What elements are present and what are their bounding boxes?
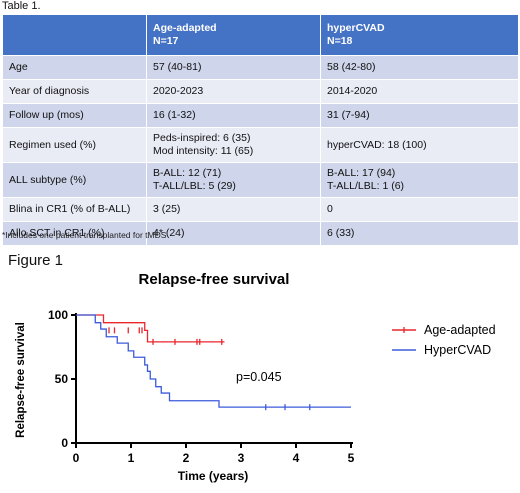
x-tick-label: 2 (183, 451, 190, 465)
legend-label: Age-adapted (424, 323, 496, 337)
y-tick-label: 0 (61, 436, 68, 450)
cell-hypercvad: B-ALL: 17 (94) T-ALL/LBL: 1 (6) (320, 162, 519, 198)
series-line-hypercvad (76, 314, 351, 408)
table-row: Allo SCT in CR1 (%) 4* (24) 6 (33) (2, 221, 519, 246)
chart-title: Relapse-free survival (139, 271, 290, 288)
row-label: Follow up (mos) (2, 103, 147, 128)
header-count: N=17 (153, 35, 179, 47)
y-axis-label: Relapse-free survival (15, 322, 27, 438)
cell-hypercvad: hyperCVAD: 18 (100) (320, 127, 519, 163)
cell-hypercvad: 2014-2020 (320, 79, 519, 104)
cell-hypercvad: 0 (320, 197, 519, 222)
y-tick-label: 50 (55, 372, 69, 386)
x-tick-label: 0 (73, 451, 80, 465)
table-caption: Table 1. (2, 0, 41, 12)
header-name: hyperCVAD (327, 22, 385, 34)
row-label: Age (2, 55, 147, 80)
table-header-row: Age-adapted N=17 hyperCVAD N=18 (2, 14, 519, 56)
chart-legend: Age-adapted HyperCVAD (392, 323, 496, 357)
cell-age-adapted: 2020-2023 (146, 79, 321, 104)
results-table: Age-adapted N=17 hyperCVAD N=18 Age 57 (… (2, 14, 519, 246)
cell-hypercvad: 58 (42-80) (320, 55, 519, 80)
row-label: Year of diagnosis (2, 79, 147, 104)
cell-line: Peds-inspired: 6 (35) (153, 132, 251, 144)
cell-line: B-ALL: 12 (71) (153, 167, 222, 179)
table-row: Blina in CR1 (% of B-ALL) 3 (25) 0 (2, 197, 519, 222)
y-tick-label: 100 (48, 308, 68, 322)
cell-line: Mod intensity: 11 (65) (153, 145, 254, 157)
figure-label: Figure 1 (8, 252, 64, 269)
cell-age-adapted: Peds-inspired: 6 (35) Mod intensity: 11 … (146, 127, 321, 163)
series-line-age-adapted (76, 314, 225, 343)
cell-age-adapted: 3 (25) (146, 197, 321, 222)
header-count: N=18 (327, 35, 353, 47)
row-label: ALL subtype (%) (2, 162, 147, 198)
x-tick-label: 1 (128, 451, 135, 465)
chart-series-layer (76, 314, 351, 411)
table-row: Age 57 (40-81) 58 (42-80) (2, 55, 519, 80)
cell-age-adapted: 16 (1-32) (146, 103, 321, 128)
cell-line: T-ALL/LBL: 1 (6) (327, 180, 405, 192)
cell-line: T-ALL/LBL: 5 (29) (153, 180, 236, 192)
x-axis-label: Time (years) (178, 469, 248, 483)
cell-line: B-ALL: 17 (94) (327, 167, 396, 179)
x-tick-label: 3 (238, 451, 245, 465)
header-cell-blank (2, 14, 147, 56)
x-tick-label: 5 (348, 451, 355, 465)
p-value-annotation: p=0.045 (236, 370, 282, 384)
x-tick-label: 4 (293, 451, 300, 465)
header-cell-age-adapted: Age-adapted N=17 (146, 14, 321, 56)
cell-hypercvad: 6 (33) (320, 221, 519, 246)
cell-hypercvad: 31 (7-94) (320, 103, 519, 128)
row-label: Allo SCT in CR1 (%) (2, 221, 147, 246)
row-label: Regimen used (%) (2, 127, 147, 163)
cell-age-adapted: B-ALL: 12 (71) T-ALL/LBL: 5 (29) (146, 162, 321, 198)
table-row: Regimen used (%) Peds-inspired: 6 (35) M… (2, 127, 519, 163)
header-name: Age-adapted (153, 22, 217, 34)
cell-age-adapted: 57 (40-81) (146, 55, 321, 80)
kaplan-meier-chart: Relapse-free survival Relapse-free survi… (15, 271, 496, 483)
legend-label: HyperCVAD (424, 343, 491, 357)
cell-age-adapted: 4* (24) (146, 221, 321, 246)
table-row: Year of diagnosis 2020-2023 2014-2020 (2, 79, 519, 104)
table-row: ALL subtype (%) B-ALL: 12 (71) T-ALL/LBL… (2, 162, 519, 198)
table-footnote: *Includes one patient transplanted for t… (2, 230, 167, 240)
table-row: Follow up (mos) 16 (1-32) 31 (7-94) (2, 103, 519, 128)
header-cell-hypercvad: hyperCVAD N=18 (320, 14, 519, 56)
row-label: Blina in CR1 (% of B-ALL) (2, 197, 147, 222)
